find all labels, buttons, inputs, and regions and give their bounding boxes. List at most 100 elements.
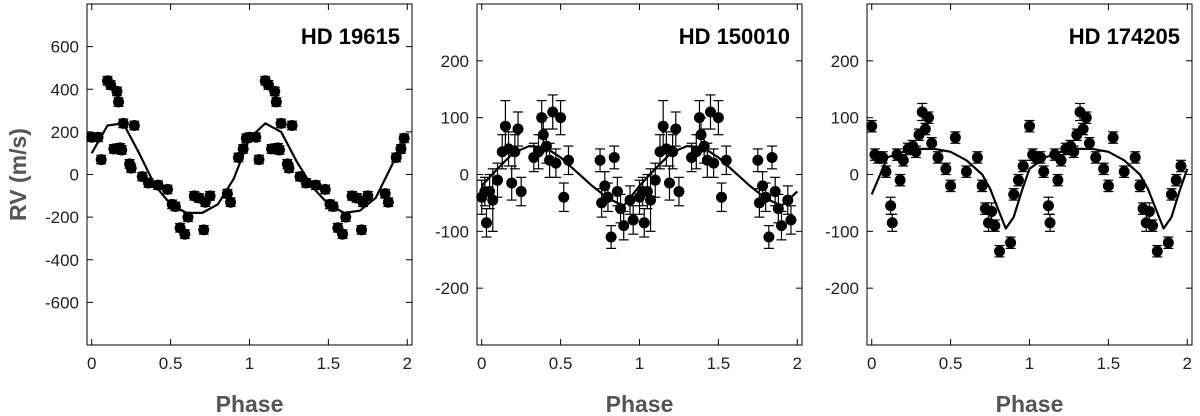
y-tick-label: 200 <box>441 52 469 71</box>
x-tick-label: 1.5 <box>1097 354 1121 373</box>
data-point <box>204 190 216 202</box>
model-curve <box>870 147 1189 230</box>
data-point <box>512 111 524 147</box>
data-point <box>1118 165 1130 178</box>
panel-hd-19615: 0 0.5 1 1.5 2 600 400 200 0 -200 -400 -600 HD 19615… <box>5 3 413 416</box>
data-point <box>1170 173 1182 187</box>
data-point <box>897 154 909 167</box>
data-point <box>971 151 983 164</box>
data-point <box>708 148 720 178</box>
data-point <box>618 210 630 241</box>
data-point <box>395 143 407 155</box>
data-point <box>605 225 617 249</box>
data-point <box>116 144 128 156</box>
data-point <box>382 196 394 208</box>
y-tick-label: 0 <box>460 166 469 185</box>
data-point <box>624 185 636 215</box>
panel-title: HD 174205 <box>1069 24 1180 49</box>
x-axis-title: Phase <box>996 391 1064 416</box>
data-point <box>310 179 322 191</box>
data-point <box>885 196 897 215</box>
data-point <box>492 162 504 198</box>
data-point <box>760 182 772 213</box>
data-point <box>152 179 164 191</box>
data-point <box>1147 219 1159 232</box>
data-point <box>615 193 627 224</box>
x-axis-title: Phase <box>606 391 674 416</box>
data-point <box>225 196 237 208</box>
data-point <box>926 136 938 150</box>
data-point <box>1134 179 1146 193</box>
data-point <box>1024 119 1035 133</box>
data-point <box>362 190 374 202</box>
model-curve-layer <box>870 147 1189 230</box>
data-point <box>663 165 675 201</box>
data-point <box>117 117 129 129</box>
data-point <box>894 173 906 187</box>
y-tick-label: 0 <box>850 166 859 185</box>
data-point <box>785 205 797 235</box>
data-point <box>602 182 614 213</box>
y-tick-label: -100 <box>435 222 469 241</box>
data-point <box>283 162 295 174</box>
data-point <box>1052 173 1064 187</box>
data-point <box>1044 213 1056 232</box>
data-point <box>515 176 527 207</box>
data-points-layer <box>476 94 797 249</box>
data-point <box>340 211 352 223</box>
data-point <box>686 142 698 173</box>
data-point <box>712 100 724 136</box>
data-point <box>704 94 716 130</box>
x-axis-title: Phase <box>216 391 284 416</box>
data-point <box>198 224 210 236</box>
data-point <box>1165 188 1177 201</box>
x-tick-label: 1 <box>1025 354 1034 373</box>
data-point <box>940 162 952 176</box>
y-tick-label: 200 <box>831 52 859 71</box>
data-point <box>627 205 639 235</box>
data-point <box>237 143 249 155</box>
tick-layer: 0 0.5 1 1.5 2 600 400 200 0 -200 -400 -600 <box>45 4 412 373</box>
data-point <box>179 228 191 240</box>
data-point <box>720 145 732 176</box>
data-point <box>327 200 339 212</box>
data-point <box>1162 236 1174 249</box>
data-points-layer <box>866 102 1187 258</box>
data-point <box>752 148 764 173</box>
data-point <box>638 208 650 238</box>
data-point <box>1012 173 1024 187</box>
data-point <box>480 208 492 238</box>
data-point <box>910 145 922 159</box>
y-axis-title: RV (m/s) <box>5 128 31 221</box>
data-point <box>1175 159 1187 173</box>
data-point <box>95 154 107 166</box>
data-point <box>273 144 285 156</box>
data-point <box>945 179 957 193</box>
data-point <box>253 154 265 166</box>
x-tick-label: 0.5 <box>939 354 963 373</box>
data-point <box>169 200 181 212</box>
y-tick-label: -200 <box>825 279 859 298</box>
data-point <box>1068 145 1080 159</box>
data-point <box>766 145 778 170</box>
x-tick-label: 1.5 <box>707 354 731 373</box>
data-point <box>886 213 898 232</box>
data-point <box>286 119 298 131</box>
data-point <box>161 183 173 195</box>
data-point <box>143 177 155 189</box>
data-point <box>92 131 104 143</box>
data-point <box>772 193 784 224</box>
data-point <box>670 111 682 147</box>
y-tick-label: 100 <box>441 109 469 128</box>
panel-hd-150010: 0 0.5 1 1.5 2 200 100 0 -100 -200 HD 150010 Phase <box>435 3 803 416</box>
data-point <box>880 165 892 178</box>
data-point <box>949 131 961 144</box>
y-tick-label: 0 <box>70 166 79 185</box>
tick-layer: 0 0.5 1 1.5 2 200 100 0 -100 -200 <box>825 4 1192 373</box>
data-point <box>1017 159 1029 173</box>
data-point <box>608 145 620 170</box>
x-tick-label: 0.5 <box>549 354 573 373</box>
x-tick-label: 0 <box>867 354 876 373</box>
data-point <box>125 162 137 174</box>
